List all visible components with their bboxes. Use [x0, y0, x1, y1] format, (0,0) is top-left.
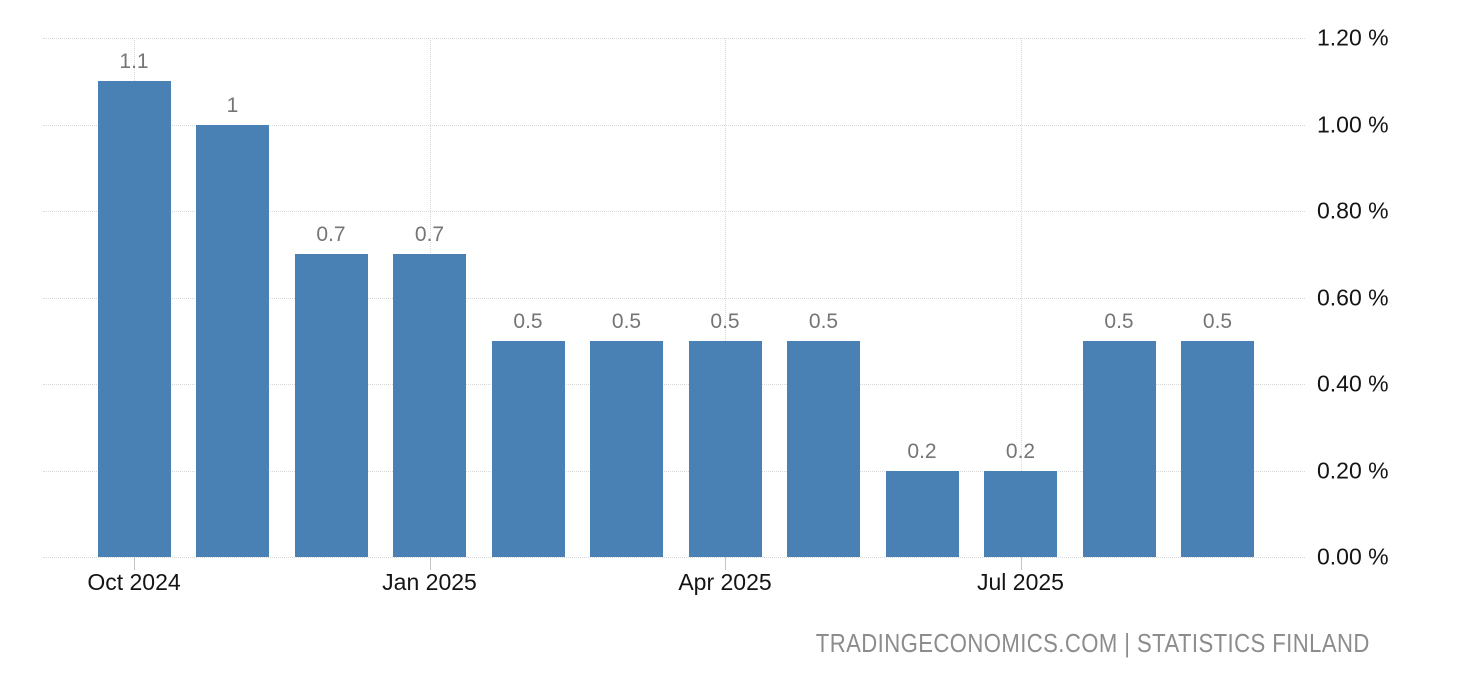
x-tick-label: Oct 2024 — [87, 569, 181, 595]
x-tick-mark — [1020, 557, 1022, 570]
bar[interactable] — [1082, 340, 1156, 557]
bar-value-label: 1.1 — [119, 50, 149, 74]
bar-value-label: 0.7 — [316, 223, 346, 247]
gridline-horizontal — [43, 470, 1305, 472]
bar-value-label: 0.2 — [1005, 439, 1036, 463]
bar[interactable] — [984, 470, 1057, 557]
gridline-horizontal — [43, 38, 1305, 39]
x-tick-label: Jul 2025 — [977, 569, 1064, 595]
gridline-horizontal — [43, 124, 1305, 126]
x-tick-label: Jan 2025 — [382, 569, 477, 595]
bar-value-label: 0.5 — [1104, 309, 1134, 333]
bar-value-label: 0.5 — [513, 309, 543, 333]
y-tick-label: 0.20 % — [1317, 457, 1389, 483]
gridline-horizontal — [43, 384, 1305, 385]
bar[interactable] — [196, 124, 269, 557]
bar[interactable] — [885, 470, 959, 557]
bar[interactable] — [1181, 340, 1254, 557]
bar-value-label: 0.2 — [907, 439, 937, 463]
bar-value-label: 0.5 — [1202, 309, 1233, 333]
y-tick-label: 0.00 % — [1317, 543, 1389, 570]
bar[interactable] — [590, 340, 663, 557]
x-tick-mark — [725, 557, 726, 570]
y-tick-label: 1.20 % — [1317, 24, 1389, 51]
gridline-horizontal — [43, 557, 1305, 558]
x-tick-mark — [134, 557, 135, 570]
plot-area: 0.00 % 0.20 % 0.40 % 0.60 % 0.80 % 1.00 % 1.20… — [43, 25, 1389, 595]
bar[interactable] — [491, 340, 565, 557]
gridline-horizontal — [43, 297, 1305, 299]
bar[interactable] — [787, 340, 860, 557]
y-tick-label: 0.60 % — [1317, 284, 1389, 310]
bar[interactable] — [688, 340, 762, 557]
gridline-vertical — [1020, 38, 1022, 557]
bar-value-label: 0.5 — [710, 309, 740, 333]
x-tick-mark — [429, 557, 431, 570]
y-tick-label: 0.80 % — [1317, 197, 1389, 224]
bar[interactable] — [97, 81, 171, 557]
bar-value-label: 0.5 — [808, 309, 839, 333]
x-tick-label: Apr 2025 — [678, 569, 772, 595]
bar[interactable] — [294, 254, 368, 557]
bar-value-label: 0.5 — [611, 309, 642, 333]
gridline-vertical — [725, 38, 726, 557]
bar-value-label: 0.7 — [414, 223, 445, 247]
y-tick-label: 0.40 % — [1317, 370, 1389, 397]
gridline-horizontal — [43, 211, 1305, 212]
y-tick-label: 1.00 % — [1317, 111, 1389, 137]
watermark-attribution: TRADINGECONOMICS.COM | STATISTICS FINLAN… — [815, 628, 1370, 658]
bar[interactable] — [393, 254, 466, 557]
bar-value-label: 1 — [226, 93, 239, 117]
